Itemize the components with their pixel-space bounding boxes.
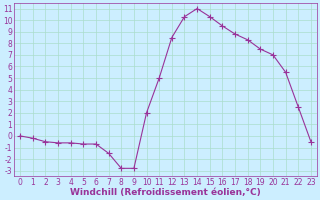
X-axis label: Windchill (Refroidissement éolien,°C): Windchill (Refroidissement éolien,°C) [70, 188, 261, 197]
